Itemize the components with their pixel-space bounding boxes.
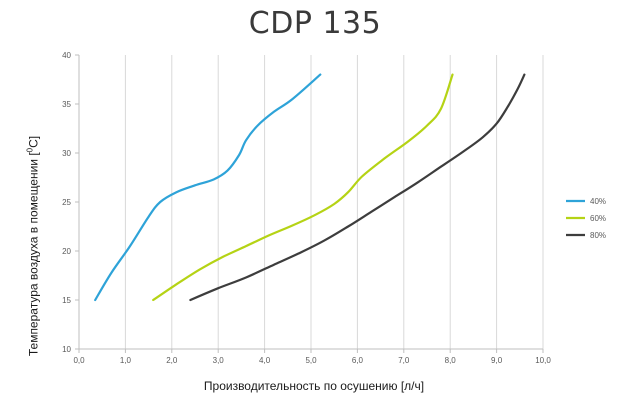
y-tick-label: 35: [62, 100, 71, 109]
legend: 40% 60% 80%: [566, 197, 606, 240]
x-tick-label: 5,0: [305, 356, 317, 365]
grid-lines: [124, 55, 544, 349]
x-tick-label: 10,0: [535, 356, 551, 365]
x-tick-label: 0,0: [73, 356, 85, 365]
legend-label-40: 40%: [590, 197, 606, 206]
x-tick-label: 1,0: [120, 356, 132, 365]
x-axis-label: Производительность по осушению [л/ч]: [203, 379, 425, 393]
x-tick-label: 6,0: [352, 356, 364, 365]
x-tick-label: 8,0: [445, 356, 457, 365]
y-tick-label: 15: [62, 296, 71, 305]
series-line-80: [189, 73, 526, 302]
y-tick-label: 20: [62, 247, 71, 256]
series-lines: [94, 73, 526, 302]
legend-label-60: 60%: [590, 214, 606, 223]
series-line-60: [152, 73, 454, 302]
y-tick-label: 30: [62, 149, 71, 158]
x-tick-label: 4,0: [259, 356, 271, 365]
chart-title: CDP 135: [248, 6, 382, 41]
x-tick-label: 9,0: [491, 356, 503, 365]
legend-label-80: 80%: [590, 231, 606, 240]
axes: [75, 54, 544, 353]
series-line-40: [94, 73, 322, 302]
tick-labels: 0,0 1,0 2,0 3,0 4,0 5,0 6,0 7,0 8,0 9,0 10,0 10 15 20…: [62, 51, 551, 365]
x-tick-label: 3,0: [213, 356, 225, 365]
y-tick-label: 40: [62, 51, 71, 60]
x-tick-label: 2,0: [166, 356, 178, 365]
y-tick-label: 10: [62, 345, 71, 354]
x-tick-label: 7,0: [398, 356, 410, 365]
y-tick-label: 25: [62, 198, 71, 207]
